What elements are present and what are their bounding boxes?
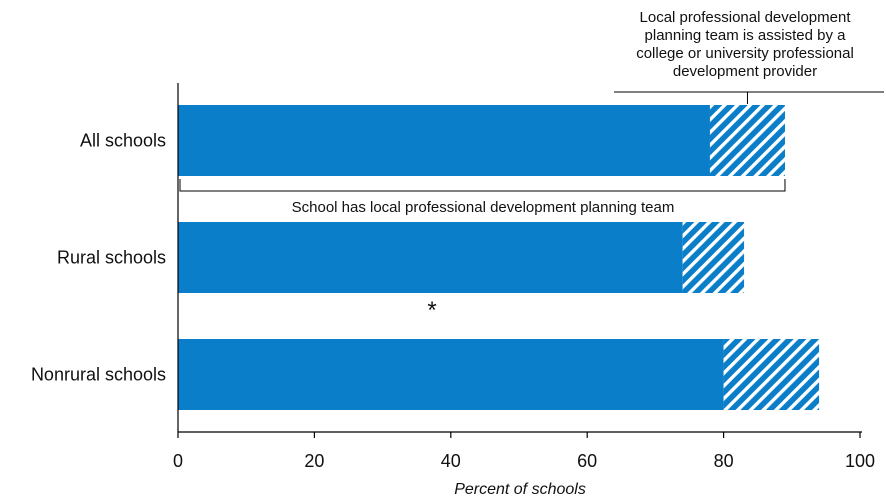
annotation-has-team: School has local professional developmen… [179,179,786,216]
bar-all-schools-solid [178,105,710,176]
category-labels: All schools Rural schools Nonrural schools [31,131,166,385]
category-label-rural-schools: Rural schools [57,248,166,268]
annotation-has-team-bracket [179,179,786,192]
annotation-assisted-line-2: planning team is assisted by a [645,27,847,44]
significance-marker: * [427,297,436,324]
x-axis-title: Percent of schools [454,481,586,498]
bar-all-schools-hatched [709,105,785,176]
annotation-assisted: Local professional development planning … [614,9,884,104]
x-tick-label-20: 20 [304,451,324,471]
annotation-has-team-label: School has local professional developmen… [292,199,675,216]
category-label-nonrural-schools: Nonrural schools [31,365,166,385]
annotation-assisted-line-3: college or university professional [636,45,854,62]
bar-rural-schools-hatched [682,222,745,293]
x-tick-label-0: 0 [173,451,183,471]
bar-nonrural-schools-hatched [723,339,820,410]
x-tick-label-80: 80 [714,451,734,471]
annotation-assisted-line-1: Local professional development [640,9,852,26]
x-tick-label-40: 40 [441,451,461,471]
x-tick-label-60: 60 [577,451,597,471]
category-label-all-schools: All schools [80,131,166,151]
bar-nonrural-schools-solid [178,339,724,410]
annotation-assisted-line-4: development provider [673,63,817,80]
bar-rural-schools-solid [178,222,683,293]
x-tick-label-100: 100 [845,451,875,471]
x-axis-ticks: 0 20 40 60 80 100 [173,432,875,471]
bars-layer [178,105,820,410]
